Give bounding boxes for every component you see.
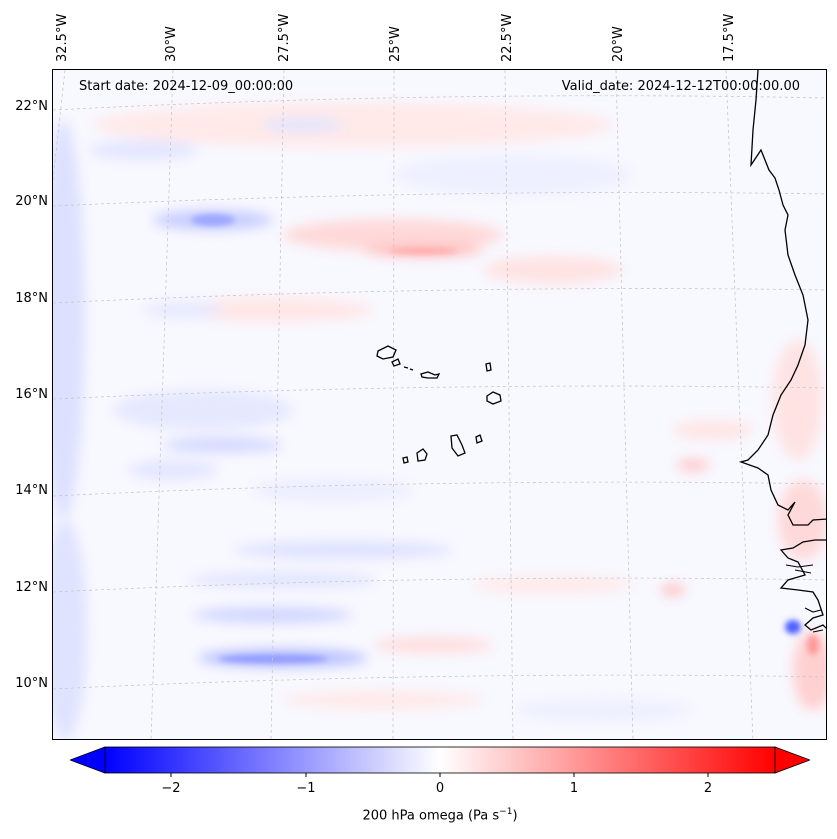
lon-label-32-5w: 32.5°W [55,13,70,62]
colorbar-tick-neg1: −1 [296,781,316,796]
lon-label-27-5w: 27.5°W [277,13,292,62]
cape-verde-islands [376,345,502,464]
map-panel[interactable]: Start date: 2024-12-09_00:00:00 Valid_da… [52,69,827,740]
colorbar-title: 200 hPa omega (Pa s−1) [362,807,518,824]
lon-label-30w: 30°W [164,26,179,62]
island-fogo [416,448,428,462]
africa-coastline-south [779,539,826,631]
lat-label-14n: 14°N [15,483,48,498]
valid-date-label: Valid_date: 2024-12-12T00:00:00.00 [561,79,800,94]
island-brava [402,456,409,464]
colorbar-body [104,746,776,774]
gridlines [53,70,826,739]
colorbar-title-exponent: −1 [499,807,513,817]
island-sao-nicolau [420,371,441,379]
omega-field [53,103,826,739]
colorbar-tick-0: 0 [435,781,445,796]
colorbar-extend-low [70,746,106,774]
lat-label-12n: 12°N [15,580,48,595]
lat-label-18n: 18°N [15,291,48,306]
lon-label-22-5w: 22.5°W [500,13,515,62]
omega-field-map [53,70,826,739]
colorbar-tick-1: 1 [569,781,579,796]
africa-coastline [738,70,826,526]
island-boa-vista [486,391,502,405]
colorbar-extend-high [774,746,810,774]
colorbar-tick-2: 2 [703,781,713,796]
lat-label-20n: 20°N [15,194,48,209]
island-sao-vicente [391,358,401,367]
omega-strong-features [191,214,819,663]
colorbar [70,746,810,777]
island-maio [475,434,483,444]
lat-label-22n: 22°N [15,99,48,114]
lat-label-16n: 16°N [15,387,48,402]
lon-label-25w: 25°W [388,26,403,62]
africa-estuary [785,564,824,633]
colorbar-tick-neg2: −2 [161,781,181,796]
start-date-label: Start date: 2024-12-09_00:00:00 [79,79,294,94]
lon-label-20w: 20°W [611,26,626,62]
colorbar-ticks [170,773,709,777]
island-santo-antao [376,345,397,360]
island-santa-luzia [403,366,414,371]
island-santiago [450,434,466,457]
lat-label-10n: 10°N [15,676,48,691]
island-sal [485,362,492,372]
lon-label-17-5w: 17.5°W [722,13,737,62]
